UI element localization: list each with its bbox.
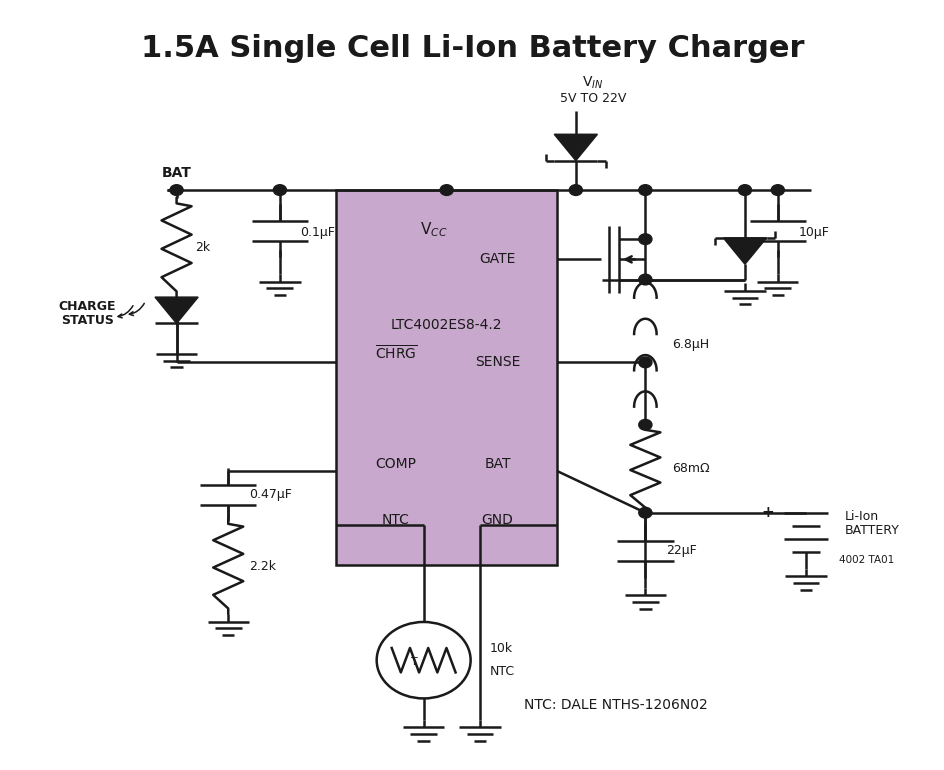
Circle shape — [638, 507, 651, 518]
Text: 10µF: 10µF — [798, 226, 829, 239]
Text: NTC: NTC — [489, 665, 514, 678]
Text: COMP: COMP — [375, 457, 416, 470]
Text: CHARGE: CHARGE — [59, 300, 116, 313]
Bar — [336, 190, 556, 564]
Text: BAT: BAT — [161, 166, 192, 180]
Text: NTC: NTC — [381, 513, 410, 527]
Polygon shape — [722, 238, 766, 264]
Text: 2k: 2k — [195, 241, 211, 254]
Circle shape — [638, 234, 651, 245]
Text: GND: GND — [481, 513, 513, 527]
Circle shape — [638, 420, 651, 430]
Circle shape — [170, 185, 183, 196]
Text: V$_{CC}$: V$_{CC}$ — [419, 220, 447, 239]
Circle shape — [638, 357, 651, 368]
Text: GATE: GATE — [479, 253, 515, 266]
Text: 6.8µH: 6.8µH — [671, 338, 708, 351]
Circle shape — [273, 185, 286, 196]
Circle shape — [568, 185, 582, 196]
Text: Li-Ion: Li-Ion — [844, 510, 878, 523]
Text: 1.5A Single Cell Li-Ion Battery Charger: 1.5A Single Cell Li-Ion Battery Charger — [141, 34, 803, 63]
Text: 4002 TA01: 4002 TA01 — [838, 555, 893, 565]
Text: BAT: BAT — [483, 457, 510, 470]
Circle shape — [770, 185, 784, 196]
Circle shape — [440, 185, 453, 196]
Text: $\overline{\mathregular{CHRG}}$: $\overline{\mathregular{CHRG}}$ — [374, 344, 416, 362]
Text: 0.47µF: 0.47µF — [248, 488, 292, 501]
Text: V$_{IN}$: V$_{IN}$ — [582, 75, 603, 91]
Text: SENSE: SENSE — [474, 356, 519, 370]
Text: STATUS: STATUS — [60, 314, 113, 327]
Text: LTC4002ES8-4.2: LTC4002ES8-4.2 — [391, 318, 502, 332]
Text: T: T — [411, 657, 417, 667]
Polygon shape — [155, 297, 198, 323]
Polygon shape — [553, 134, 597, 161]
Text: 68mΩ: 68mΩ — [671, 462, 709, 475]
Text: +: + — [760, 505, 773, 521]
Circle shape — [638, 185, 651, 196]
Text: 0.1µF: 0.1µF — [300, 226, 335, 239]
Circle shape — [737, 185, 750, 196]
Text: 22µF: 22µF — [666, 544, 696, 557]
Text: NTC: DALE NTHS-1206N02: NTC: DALE NTHS-1206N02 — [524, 698, 707, 711]
Circle shape — [638, 274, 651, 285]
Text: 5V TO 22V: 5V TO 22V — [559, 92, 625, 105]
Text: 2.2k: 2.2k — [248, 560, 276, 573]
Text: BATTERY: BATTERY — [844, 524, 899, 537]
Text: 10k: 10k — [489, 642, 512, 655]
